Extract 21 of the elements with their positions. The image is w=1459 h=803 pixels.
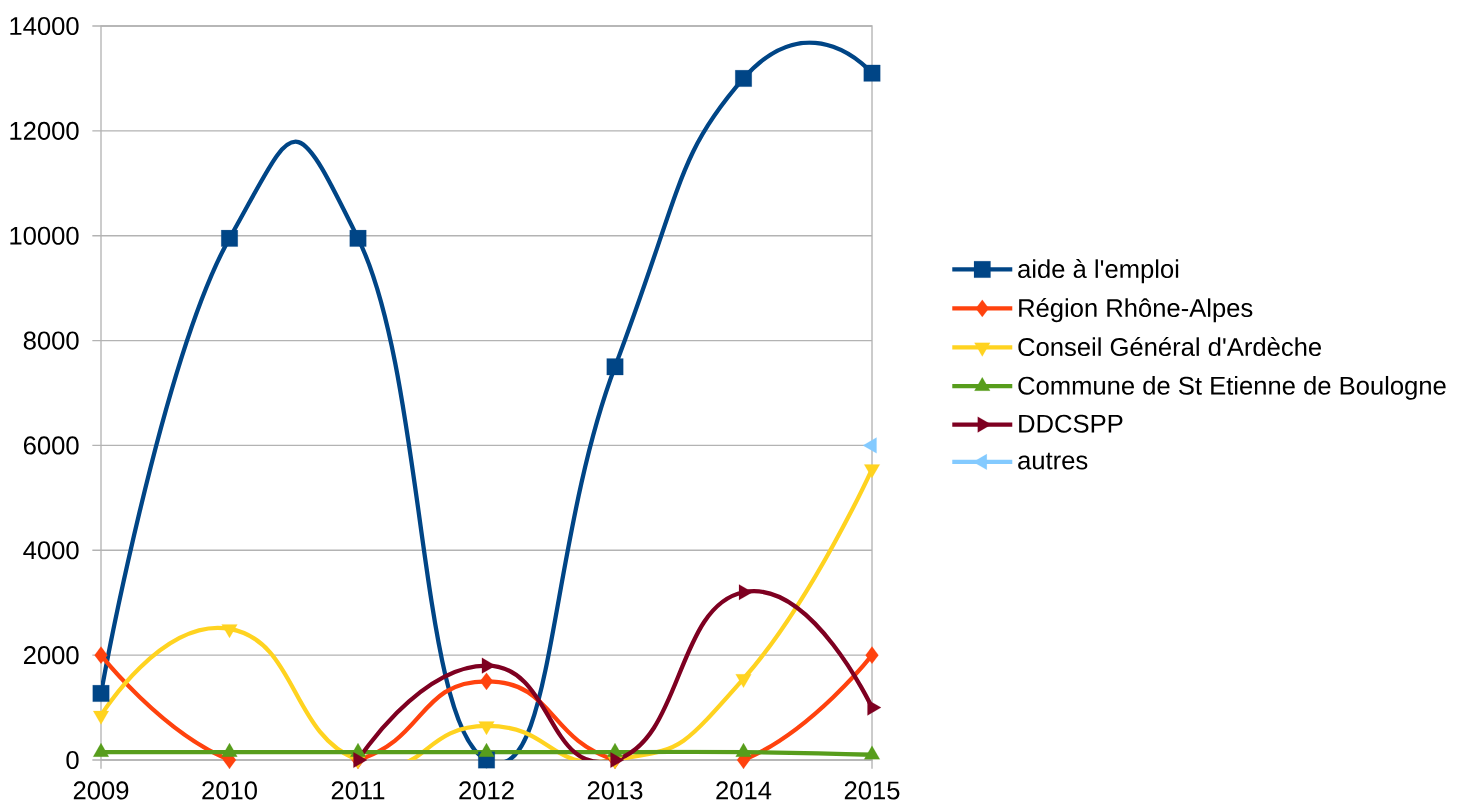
legend-label: autres bbox=[1018, 452, 1088, 470]
y-tick-label: 4000 bbox=[23, 541, 79, 560]
x-tick-label: 2014 bbox=[716, 781, 772, 800]
y-tick-label: 2000 bbox=[23, 646, 79, 665]
legend-label: aide à l'emploi bbox=[1018, 259, 1179, 284]
x-tick-label: 2012 bbox=[459, 781, 514, 800]
x-tick-label: 2009 bbox=[73, 781, 129, 800]
y-tick-label: 12000 bbox=[10, 121, 79, 140]
x-tick-label: 2011 bbox=[331, 781, 385, 800]
x-tick-label: 2015 bbox=[844, 781, 900, 800]
y-tick-label: 6000 bbox=[23, 436, 79, 455]
y-tick-label: 10000 bbox=[10, 226, 79, 245]
legend-label: Région Rhône-Alpes bbox=[1019, 298, 1253, 323]
legend-label: Conseil Général d'Ardèche bbox=[1018, 336, 1322, 357]
y-tick-label: 0 bbox=[66, 750, 79, 770]
y-tick-label: 14000 bbox=[10, 16, 79, 36]
x-tick-label: 2013 bbox=[587, 781, 643, 800]
x-tick-label: 2010 bbox=[202, 781, 257, 800]
legend-label: DDCSPP bbox=[1019, 414, 1123, 433]
legend-label: Commune de St Etienne de Boulogne bbox=[1018, 375, 1446, 400]
y-tick-label: 8000 bbox=[23, 331, 79, 350]
